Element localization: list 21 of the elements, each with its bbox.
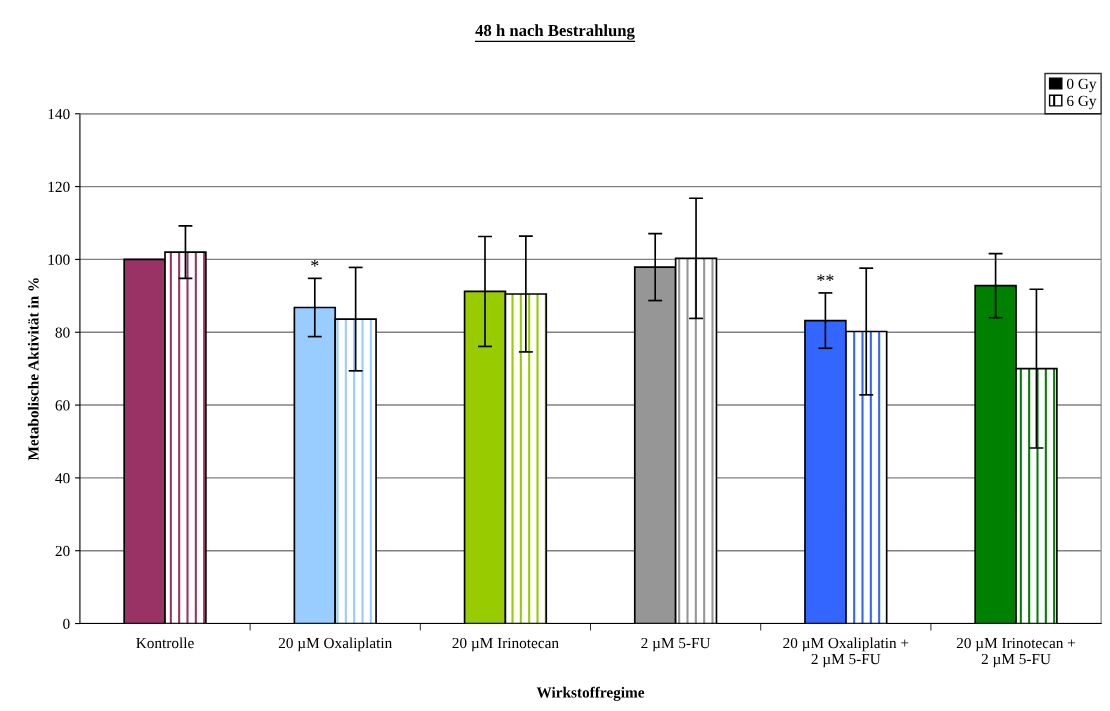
y-tick-label: 20 [55, 545, 70, 557]
annotation: * [311, 259, 319, 267]
y-tick-label: 100 [48, 254, 70, 265]
y-tick-label: 120 [48, 181, 70, 193]
x-tick-label: 2 µM 5-FU [641, 637, 711, 652]
text: 6 Gy [1067, 95, 1097, 110]
x-tick-label: 20 µM Irinotecan [452, 637, 559, 652]
y-axis-title: Metabolische Aktivität in % [27, 278, 39, 461]
x-tick-label: 20 µM Irinotecan + 2 µM 5-FU [956, 637, 1076, 668]
chart-title: 48 h nach Bestrahlung [475, 24, 635, 40]
y-tick-label: 80 [55, 327, 70, 338]
y-tick-label: 140 [48, 108, 70, 120]
text: 0 Gy [1066, 78, 1097, 93]
annotation: ** [817, 274, 834, 282]
x-axis-title: Wirkstoffregime [536, 686, 645, 701]
y-tick-label: 40 [55, 473, 70, 484]
y-tick-label: 60 [55, 400, 70, 411]
x-tick-label: Kontrolle [136, 637, 194, 649]
y-tick-label: 0 [63, 618, 70, 629]
x-tick-label: 20 µM Oxaliplatin [278, 637, 393, 652]
x-tick-label: 20 µM Oxaliplatin + 2 µM 5-FU [783, 637, 909, 668]
